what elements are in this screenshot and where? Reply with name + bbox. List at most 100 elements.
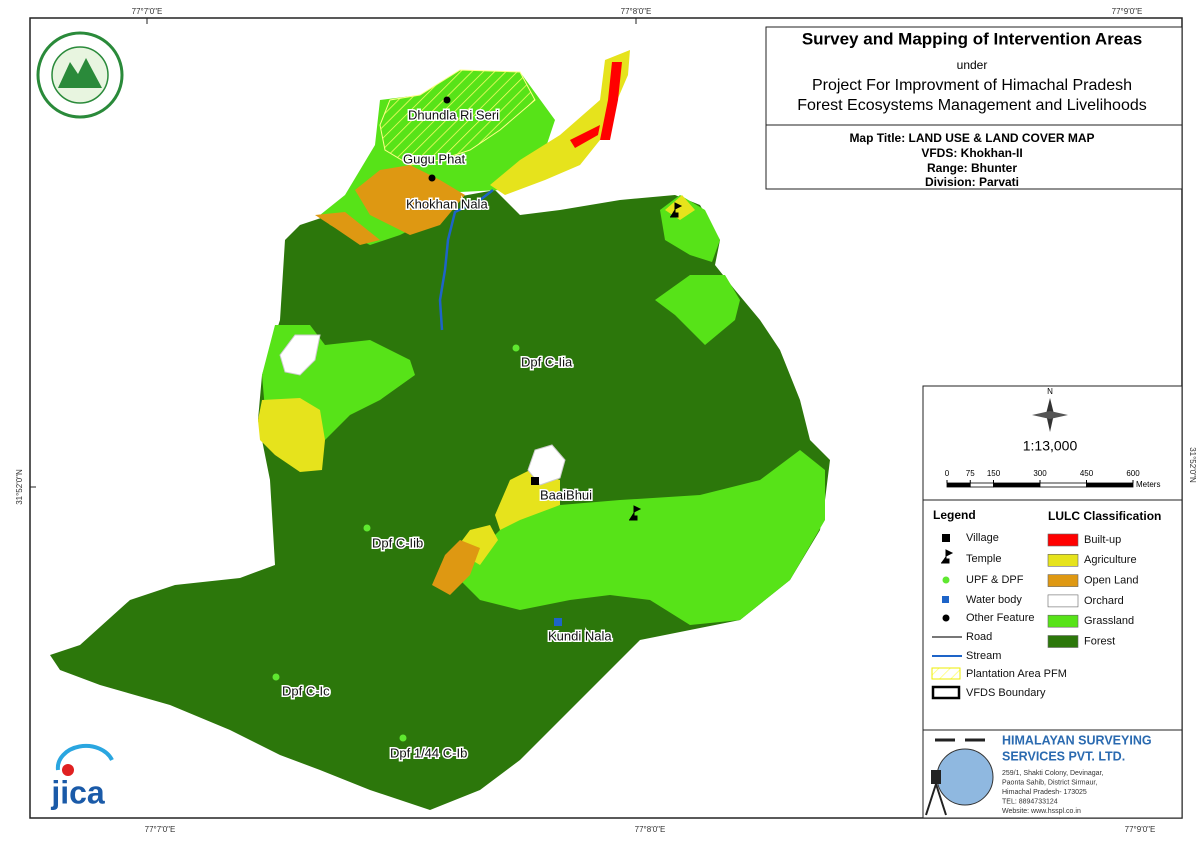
- scale-tick-label: 150: [987, 469, 1001, 478]
- place-label: Dpf 1/44 C-Ib: [390, 745, 467, 760]
- vfds: VFDS: Khokhan-II: [921, 146, 1022, 160]
- lulc-label: Agriculture: [1084, 554, 1137, 566]
- orchard-area: [279, 334, 321, 376]
- title: Survey and Mapping of Intervention Areas: [802, 29, 1142, 48]
- lulc-label: Orchard: [1084, 595, 1124, 607]
- graticule-label: 77°8'0"E: [635, 825, 666, 834]
- place-label: Gugu Phat: [403, 151, 466, 166]
- graticule-label: 31°52'0"N: [1188, 447, 1197, 483]
- legend-title: Legend: [933, 508, 976, 522]
- north-label: N: [1047, 387, 1053, 396]
- temple-symbol: [670, 202, 683, 218]
- lulc-label: Forest: [1084, 635, 1115, 647]
- scale-tick-label: 300: [1033, 469, 1047, 478]
- lulc-swatch: [1047, 533, 1079, 547]
- legend-label: Plantation Area PFM: [966, 668, 1067, 680]
- other-feature-symbol: [443, 96, 451, 104]
- legend-label: UPF & DPF: [966, 574, 1024, 586]
- open-land-area: [355, 165, 465, 235]
- address-line: 259/1, Shakti Colony, Devinagar,: [1002, 770, 1103, 777]
- place-label: Kundi Nala: [548, 628, 612, 643]
- scale-unit: Meters: [1136, 480, 1160, 489]
- company-name: SERVICES PVT. LTD.: [1002, 749, 1125, 763]
- graticule-label: 77°9'0"E: [1112, 7, 1143, 16]
- legend-symbol: [942, 596, 949, 603]
- grassland-area: [655, 275, 740, 345]
- legend-label: Temple: [966, 553, 1001, 565]
- legend-symbol: [931, 667, 961, 680]
- agriculture-area: [490, 50, 630, 195]
- project-name: Forest Ecosystems Management and Livelih…: [797, 97, 1147, 114]
- map-title: Map Title: LAND USE & LAND COVER MAP: [849, 131, 1094, 145]
- legend: Village Temple UPF & DPF Water body Other Fe…: [931, 532, 1138, 700]
- open-land-area: [315, 212, 380, 245]
- lulc-title: LULC Classification: [1048, 509, 1161, 523]
- legend-symbol: [931, 685, 961, 700]
- place-label: Dpf C-Iia: [521, 354, 573, 369]
- legend-label: Water body: [966, 594, 1022, 606]
- scale-segment: [946, 482, 971, 488]
- address-line: TEL: 8894733124: [1002, 798, 1058, 805]
- legend-label: Stream: [966, 650, 1001, 662]
- map-symbols: [272, 96, 683, 742]
- scale-tick-label: 75: [966, 469, 975, 478]
- company-logo: [925, 738, 994, 816]
- legend-label: Road: [966, 631, 992, 643]
- place-label: BaaiBhui: [540, 487, 592, 502]
- legend-label: Other Feature: [966, 612, 1034, 624]
- address-line: Website: www.hsspl.co.in: [1002, 808, 1081, 815]
- upf-dpf-symbol: [363, 524, 371, 532]
- company-name: HIMALAYAN SURVEYING: [1002, 733, 1152, 747]
- built-up-area: [570, 125, 600, 148]
- graticule-label: 77°7'0"E: [132, 7, 163, 16]
- scale-segment: [993, 482, 1041, 488]
- scale-bar: 0 75 150 300 450 600 Meters: [945, 469, 1161, 489]
- agriculture-area: [495, 470, 560, 530]
- other-feature-symbol: [428, 174, 436, 182]
- place-label: Dhundla Ri Seri: [408, 107, 499, 122]
- lulc-swatch: [1047, 614, 1079, 628]
- scale-box: [922, 385, 1183, 501]
- agriculture-area: [258, 398, 325, 472]
- address-line: Himachal Pradesh- 173025: [1002, 789, 1087, 796]
- project-name: Project For Improvment of Himachal Prade…: [812, 77, 1132, 94]
- place-labels: Dhundla Ri Seri Gugu Phat Khokhan Nala Dpf …: [281, 106, 614, 762]
- stream: [438, 189, 494, 331]
- scale-segment: [1039, 482, 1087, 488]
- village-symbol: [531, 477, 539, 485]
- scale-tick-label: 450: [1080, 469, 1094, 478]
- legend-symbol: [942, 534, 950, 542]
- place-label: Dpf C-Ic: [282, 683, 330, 698]
- legend-symbol: [942, 614, 950, 622]
- legend-label: Village: [966, 532, 999, 544]
- place-label: Dpf C-Iib: [372, 535, 423, 550]
- legend-label: VFDS Boundary: [966, 687, 1046, 699]
- open-land-area: [432, 540, 480, 595]
- range: Range: Bhunter: [927, 161, 1017, 175]
- graticule-label: 77°9'0"E: [1125, 825, 1156, 834]
- built-up-area: [600, 62, 622, 140]
- title-block: [765, 26, 1183, 190]
- upf-dpf-symbol: [272, 673, 280, 681]
- lulc-label: Open Land: [1084, 575, 1138, 587]
- upf-dpf-symbol: [512, 344, 520, 352]
- lulc-label: Grassland: [1084, 615, 1134, 627]
- scale-ratio: 1:13,000: [1023, 438, 1078, 454]
- legend-symbol: [942, 576, 950, 584]
- graticule-label: 77°7'0"E: [145, 825, 176, 834]
- water-body-symbol: [554, 618, 562, 626]
- jica-logo: jica: [50, 743, 114, 810]
- temple-symbol: [629, 505, 642, 521]
- upf-dpf-symbol: [399, 734, 407, 742]
- lulc-swatch: [1047, 594, 1079, 608]
- company-address: 259/1, Shakti Colony, Devinagar, Paonta S…: [1002, 770, 1103, 815]
- scale-segment: [1086, 482, 1134, 488]
- graticule-label: 77°8'0"E: [621, 7, 652, 16]
- orchard-area: [527, 444, 566, 486]
- legend-symbol: [941, 549, 954, 564]
- plantation-area: [379, 69, 536, 166]
- lulc-label: Built-up: [1084, 534, 1121, 546]
- lulc-swatch: [1047, 553, 1079, 567]
- scale-tick-label: 0: [945, 469, 950, 478]
